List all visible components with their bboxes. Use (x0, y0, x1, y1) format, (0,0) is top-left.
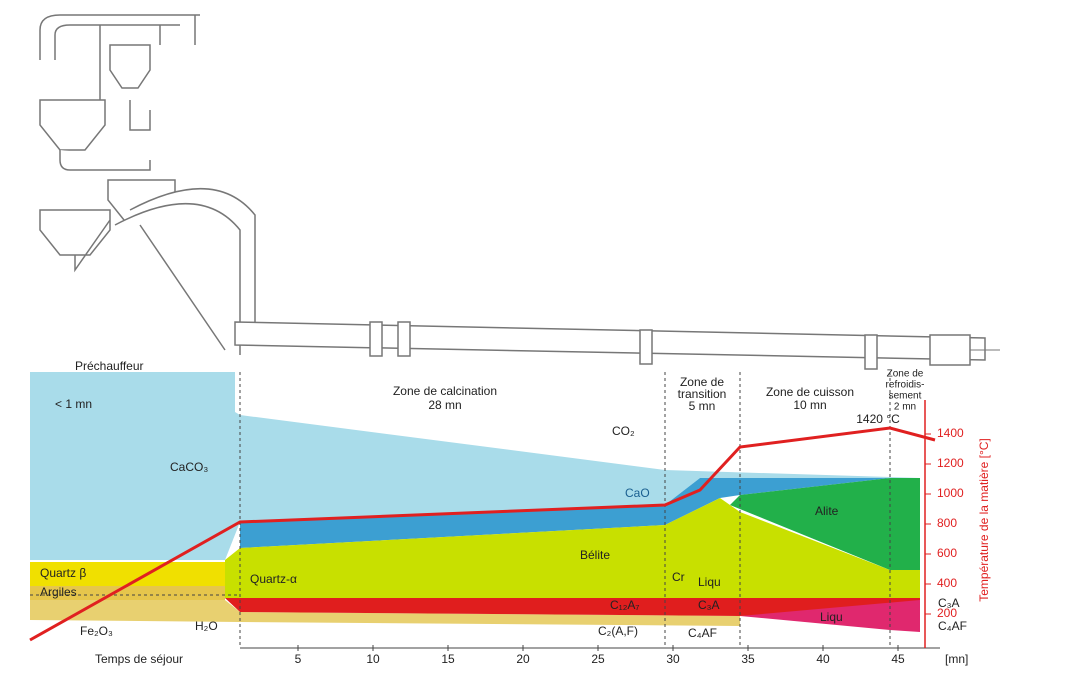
x-tick-label: 5 (295, 652, 302, 666)
x-tick-label: 30 (666, 652, 680, 666)
phase-label: CaCO₃ (170, 460, 208, 474)
cao-area (240, 478, 920, 548)
plant-drawing (39, 14, 1000, 370)
phase-label: C₃A (698, 598, 720, 612)
y-tick-label: 200 (937, 606, 957, 620)
y-tick-label: 800 (937, 516, 957, 530)
alite-area (730, 478, 920, 570)
belite-area (225, 498, 920, 598)
phase-areas (29, 372, 936, 645)
phase-label: Quartz-α (250, 572, 297, 586)
phase-label: Liqu (820, 610, 843, 624)
kiln-hood (929, 334, 971, 366)
axis-ticks: 5 10 15 20 25 30 35 40 45 200 400 600 800 1000 1200 140… (295, 426, 964, 666)
y-tick-label: 1000 (937, 486, 964, 500)
zone-duration: 5 mn (689, 399, 716, 413)
y-tick-label: 1200 (937, 456, 964, 470)
zone-label: Préchauffeur (75, 359, 144, 373)
quartz-area (30, 562, 225, 586)
x-axis-unit: [mn] (945, 652, 968, 666)
x-tick-label: 35 (741, 652, 755, 666)
temperature-curve (29, 426, 936, 642)
y-tick-label: 1400 (937, 426, 964, 440)
x-tick-label: 20 (516, 652, 530, 666)
phase-label: C₂(A,F) (598, 624, 638, 638)
phase-label: CO₂ (612, 424, 635, 438)
zone-label: sement (889, 391, 922, 402)
zone-duration: < 1 mn (55, 397, 92, 411)
x-tick-label: 45 (891, 652, 905, 666)
aluminate-area (225, 598, 920, 616)
kiln-ring (639, 329, 653, 365)
zone-duration: 2 mn (894, 402, 916, 413)
kiln-ring (397, 321, 411, 357)
phase-label: Cr (672, 570, 685, 584)
phase-label: C₄AF (688, 626, 717, 640)
x-tick-label: 15 (441, 652, 455, 666)
zone-duration: 28 mn (428, 398, 461, 412)
x-tick-label: 25 (591, 652, 605, 666)
y-axis-label: Température de la matière [°C] (977, 438, 991, 602)
phase-label: Liqu (698, 575, 721, 589)
phase-label: C₁₂A₇ (610, 598, 640, 612)
phase-label: C₃A (938, 596, 960, 610)
liquid-area (740, 600, 920, 632)
zone-label: Zone de (680, 375, 724, 389)
y-tick-label: 400 (937, 576, 957, 590)
phase-label: C₄AF (938, 619, 967, 633)
phase-label: Alite (815, 504, 839, 518)
preheater-area (30, 372, 920, 560)
x-tick-label: 10 (366, 652, 380, 666)
zone-label: Zone de calcination (393, 384, 497, 398)
x-axis-label: Temps de séjour (95, 652, 183, 666)
zone-duration: 10 mn (793, 398, 826, 412)
argiles-area (30, 586, 225, 600)
phase-label: Bélite (580, 548, 610, 562)
y-tick-label: 600 (937, 546, 957, 560)
x-tick-label: 40 (816, 652, 830, 666)
phase-label: H₂O (195, 619, 218, 633)
kiln-ring (369, 321, 383, 357)
kiln-ring (864, 334, 878, 370)
phase-label: Quartz β (40, 566, 86, 580)
phase-label: Fe₂O₃ (80, 624, 113, 638)
zone-label: refroidis- (886, 380, 925, 391)
zone-label: Zone de (887, 369, 924, 380)
phase-label: CaO (625, 486, 650, 500)
fe2o3-area (30, 600, 740, 626)
zone-label: Zone de cuisson (766, 385, 854, 399)
peak-label: 1420 °C (856, 412, 900, 426)
phase-label: Argiles (40, 585, 77, 599)
zone-label: transition (678, 387, 727, 401)
